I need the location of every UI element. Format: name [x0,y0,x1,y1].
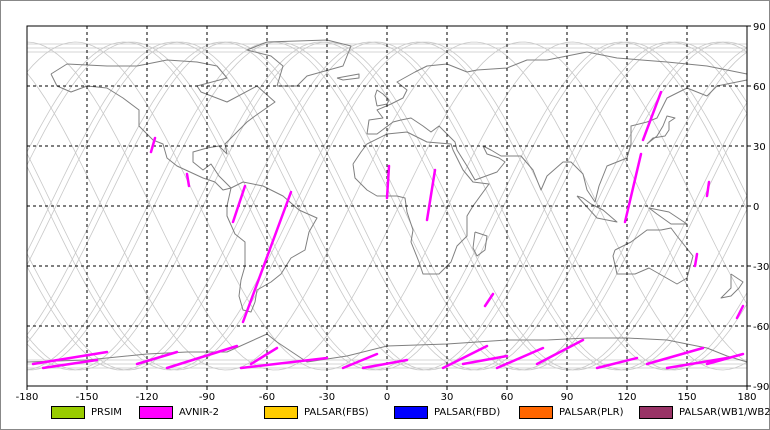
swath-segment [239,356,329,370]
swath-segment [483,292,495,308]
legend-label: PALSAR(FBS) [304,406,369,418]
y-tick-label: -90 [753,382,769,393]
orbit-track [26,41,748,371]
graticule [27,26,747,386]
swath-segment [231,184,247,224]
x-tick-label: 60 [501,392,514,401]
swath-segment [735,304,745,320]
swath-segment [425,168,437,222]
legend-label: AVNIR-2 [179,406,219,418]
y-tick-label: -60 [753,322,769,333]
legend-item: PRSIM [51,405,139,419]
swath-segment [241,190,293,324]
swath-segment [249,346,279,366]
x-tick-label: 30 [441,392,454,401]
swath-segment [31,350,109,366]
swath-segment [341,352,379,370]
x-tick-label: -180 [16,392,39,401]
legend-swatch [519,405,553,419]
coastline [226,181,318,313]
swath-segment [705,352,745,366]
y-tick-label: 30 [753,142,766,153]
x-tick-label: 90 [561,392,574,401]
swath-segment [665,356,729,370]
y-tick-label: 0 [753,202,759,213]
x-tick-label: -60 [259,392,275,401]
x-tick-label: 180 [737,392,756,401]
legend-label: PALSAR(WB1/WB2) [679,406,770,418]
swath-segment [361,358,409,370]
y-tick-label: 90 [753,22,766,33]
avnir2-swaths [31,90,745,370]
legend: PRSIM AVNIR-2 PALSAR(FBS) PALSAR(FBD) PALSAR… [51,403,770,421]
legend-item: PALSAR(PLR) [519,405,639,419]
legend-item: AVNIR-2 [139,405,264,419]
coastline [366,51,748,203]
legend-swatch [394,405,428,419]
x-tick-label: -30 [319,392,335,401]
legend-label: PALSAR(PLR) [559,406,624,418]
swath-segment [41,358,99,370]
coastline [646,115,676,145]
x-tick-label: 120 [617,392,636,401]
legend-item: PALSAR(FBS) [264,405,394,419]
coastline [720,273,744,299]
legend-swatch [51,405,85,419]
swath-segment [595,356,639,370]
legend-swatch [139,405,173,419]
x-tick-label: -90 [199,392,215,401]
swath-segment [645,346,705,366]
x-tick-label: 0 [384,392,390,401]
swath-segment [641,90,663,142]
swath-segment [135,350,179,366]
swath-segment [385,164,391,200]
swath-segment [495,346,545,370]
swath-segment [149,136,157,154]
coastline [246,39,352,87]
coastline [50,59,276,191]
swath-segment [165,344,239,370]
swath-segment [535,338,585,366]
coastline [576,195,618,223]
legend-swatch [639,405,673,419]
swath-segment [623,152,643,224]
coastline [648,207,688,225]
swath-segment [461,354,509,366]
x-tick-label: -120 [136,392,159,401]
swath-segment [693,252,699,268]
coastline [336,73,360,81]
swath-segment [705,180,711,198]
orbit-track [26,41,748,371]
coastline [472,231,488,257]
x-tick-label: -150 [76,392,99,401]
x-tick-label: 150 [677,392,696,401]
world-map: -180 -150 -120 -90 -60 -30 0 30 60 90 120 150 180 90 6… [16,22,769,401]
legend-label: PALSAR(FBD) [434,406,501,418]
legend-item: PALSAR(FBD) [394,405,519,419]
y-tick-label: 60 [753,82,766,93]
swath-segment [441,344,489,370]
coastline [352,131,490,275]
swath-segment [185,172,191,188]
legend-label: PRSIM [91,406,122,418]
legend-item: PALSAR(WB1/WB2) [639,405,770,419]
y-tick-label: -30 [753,262,769,273]
legend-swatch [264,405,298,419]
